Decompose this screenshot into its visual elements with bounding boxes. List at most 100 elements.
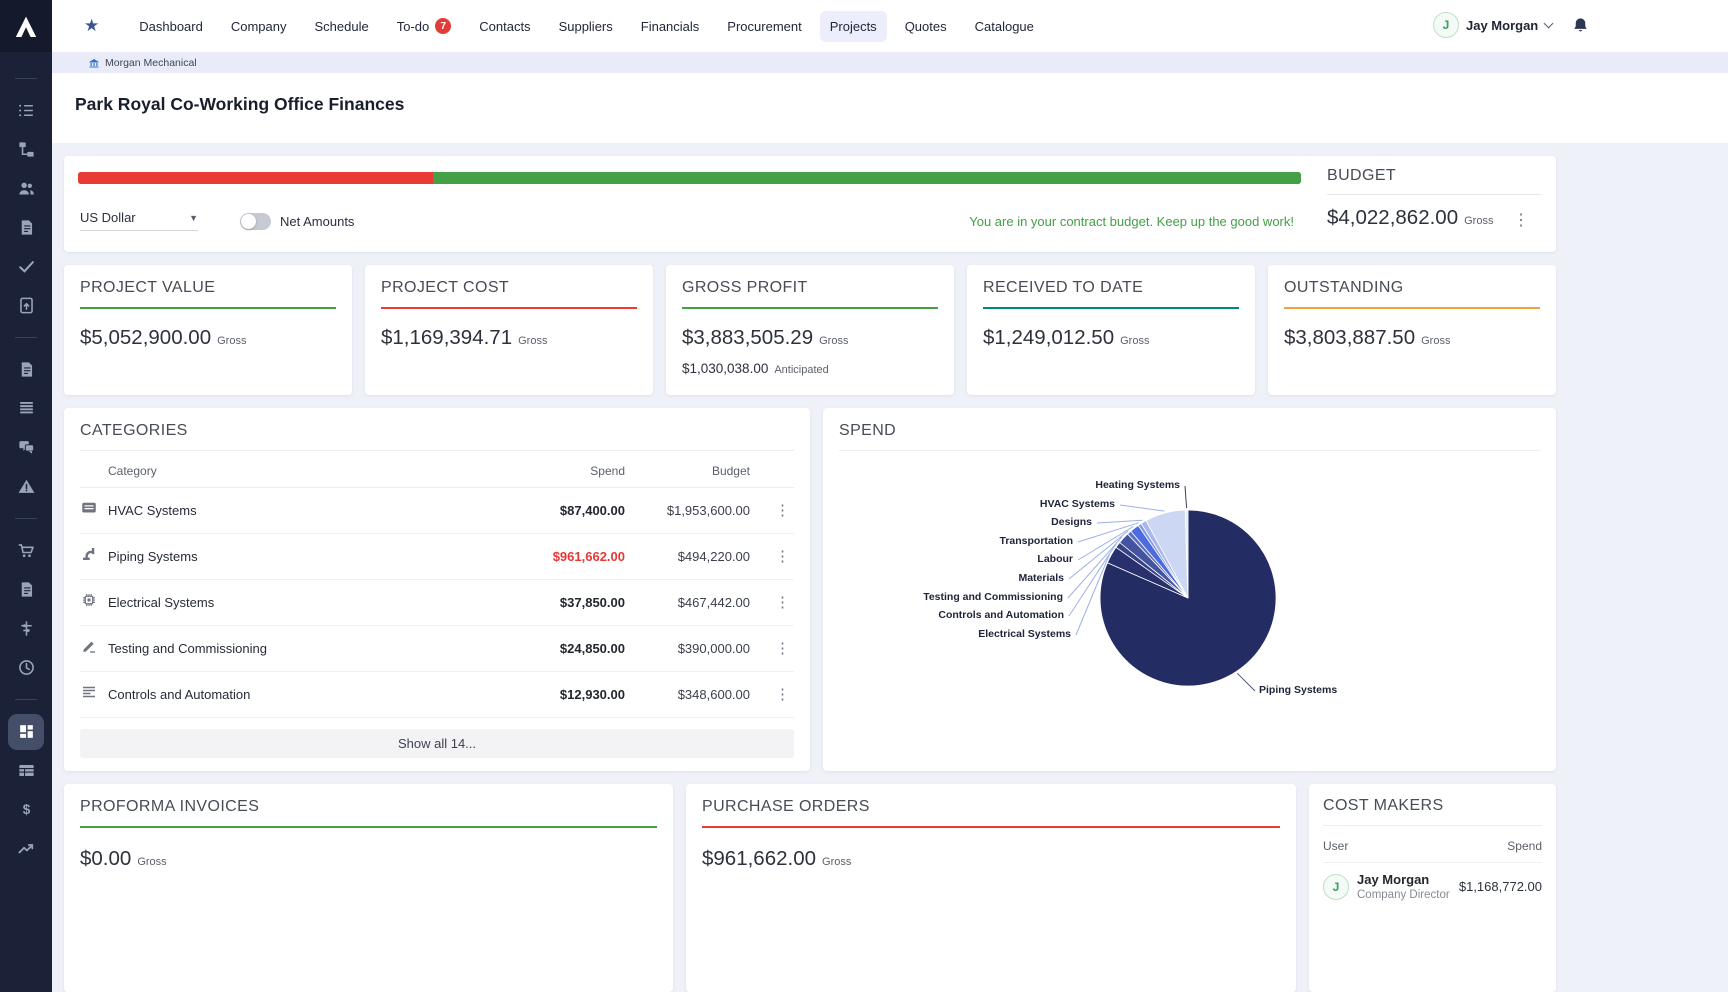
breadcrumb-bar: Morgan Mechanical [52,52,1728,73]
row-kebab-menu[interactable]: ⋮ [750,549,794,564]
divider [1327,194,1541,195]
sidebar-item-list-icon[interactable] [8,93,44,129]
nav-item-to-do[interactable]: To-do7 [387,10,462,42]
accent-line [702,826,1280,828]
sidebar-item-table-icon[interactable] [8,753,44,789]
kpi-unit: Gross [1120,335,1149,347]
sidebar-item-file-upload-icon[interactable] [8,288,44,324]
kpi-title: PROJECT COST [381,279,637,297]
category-row-piping-systems[interactable]: Piping Systems$961,662.00$494,220.00⋮ [80,534,794,580]
cost-maker-spend: $1,168,772.00 [1459,879,1542,894]
budget-kebab-menu[interactable]: ⋮ [1513,213,1529,229]
toggle-knob [241,214,256,229]
user-menu[interactable]: J Jay Morgan [1433,12,1552,38]
sidebar-item-chat-icon[interactable] [8,430,44,466]
sidebar-item-check-icon[interactable] [8,249,44,285]
user-name: Jay Morgan [1466,18,1538,33]
nav-item-quotes[interactable]: Quotes [895,11,957,42]
nav-item-label: Schedule [315,19,369,34]
spend-pie-svg [823,408,1556,771]
row-kebab-menu[interactable]: ⋮ [750,641,794,656]
notifications-bell-icon[interactable] [1571,15,1590,41]
sidebar-item-people-icon[interactable] [8,171,44,207]
accent-line [682,307,938,309]
kpi-unit: Gross [217,335,246,347]
sidebar: $ [0,0,52,992]
row-kebab-menu[interactable]: ⋮ [750,687,794,702]
app-logo-icon[interactable] [0,0,52,52]
nav-item-catalogue[interactable]: Catalogue [965,11,1044,42]
kpi-title: PROJECT VALUE [80,279,336,297]
hvac-category-icon [80,499,108,522]
kpi-value: $3,883,505.29 [682,326,813,350]
currency-select[interactable]: US Dollar ▼ [80,210,198,231]
nav-item-label: Dashboard [139,19,203,34]
cost-maker-row[interactable]: JJay MorganCompany Director$1,168,772.00 [1323,872,1542,901]
pie-label-connector [1120,505,1164,511]
row-kebab-menu[interactable]: ⋮ [750,595,794,610]
sidebar-item-cart-icon[interactable] [8,533,44,569]
breadcrumb[interactable]: Morgan Mechanical [88,57,197,69]
sidebar-item-dollar-icon[interactable]: $ [8,792,44,828]
sidebar-item-document-icon[interactable] [8,352,44,388]
title-bar: Park Royal Co-Working Office Finances [52,73,1728,143]
kpi-title: RECEIVED TO DATE [983,279,1239,297]
sidebar-item-rows-icon[interactable] [8,391,44,427]
pie-label-labour: Labour [823,553,1073,565]
category-row-testing-and-commissioning[interactable]: Testing and Commissioning$24,850.00$390,… [80,626,794,672]
sidebar-item-document-icon[interactable] [8,210,44,246]
category-budget: $467,442.00 [625,595,750,610]
proforma-value: $0.00 [80,847,131,871]
nav-item-dashboard[interactable]: Dashboard [129,11,213,42]
sidebar-item-workflow-icon[interactable] [8,132,44,168]
sidebar-item-tune-icon[interactable] [8,611,44,647]
kpi-unit: Gross [819,335,848,347]
divider [80,450,794,451]
nav-item-suppliers[interactable]: Suppliers [549,11,623,42]
nav-item-procurement[interactable]: Procurement [717,11,811,42]
nav-item-schedule[interactable]: Schedule [305,11,379,42]
category-budget: $494,220.00 [625,549,750,564]
category-row-controls-and-automation[interactable]: Controls and Automation$12,930.00$348,60… [80,672,794,718]
accent-line [80,307,336,309]
net-amounts-toggle[interactable] [240,213,271,230]
kpi-card-project-cost: PROJECT COST$1,169,394.71Gross [365,265,653,395]
nav-item-label: Contacts [479,19,530,34]
pie-label-testing-and-commissioning: Testing and Commissioning [823,591,1063,603]
sidebar-icon-list: $ [0,52,52,868]
sidebar-item-document-icon[interactable] [8,572,44,608]
top-nav: ★ Dashboard Company Schedule To-do7 Contacts… [52,0,1728,52]
budget-unit: Gross [1464,215,1493,227]
pencil-category-icon [80,637,108,660]
nav-item-label: Financials [641,19,700,34]
purchase-orders-value: $961,662.00 [702,847,816,871]
sidebar-item-trend-icon[interactable] [8,831,44,867]
page: $ ★ Dashboard Company Schedule To-do7 Contac… [0,0,1728,992]
nav-item-projects[interactable]: Projects [820,11,887,42]
kpi-unit: Gross [1421,335,1450,347]
category-row-hvac-systems[interactable]: HVAC Systems$87,400.00$1,953,600.00⋮ [80,488,794,534]
nav-item-label: Procurement [727,19,801,34]
nav-item-financials[interactable]: Financials [631,11,710,42]
nav-item-company[interactable]: Company [221,11,297,42]
divider [1323,825,1542,826]
nav-item-contacts[interactable]: Contacts [469,11,540,42]
spend-card: SPEND Piping SystemsElectrical SystemsCo… [823,408,1556,771]
row-kebab-menu[interactable]: ⋮ [750,503,794,518]
show-all-button[interactable]: Show all 14... [80,729,794,758]
nav-item-label: Projects [830,19,877,34]
sidebar-item-dashboard-icon[interactable] [8,714,44,750]
budget-status-message: You are in your contract budget. Keep up… [969,214,1294,229]
category-name: Testing and Commissioning [108,641,495,656]
sidebar-divider [15,78,37,79]
categories-title: CATEGORIES [80,422,794,440]
category-row-electrical-systems[interactable]: Electrical Systems$37,850.00$467,442.00⋮ [80,580,794,626]
favorite-star-icon[interactable]: ★ [84,16,99,36]
category-budget: $390,000.00 [625,641,750,656]
budget-value: $4,022,862.00 [1327,206,1458,230]
sidebar-item-clock-icon[interactable] [8,650,44,686]
sidebar-item-warning-icon[interactable] [8,469,44,505]
pie-label-connector [1185,486,1187,508]
category-spend: $12,930.00 [495,687,625,702]
cost-makers-header: User Spend [1323,839,1542,863]
